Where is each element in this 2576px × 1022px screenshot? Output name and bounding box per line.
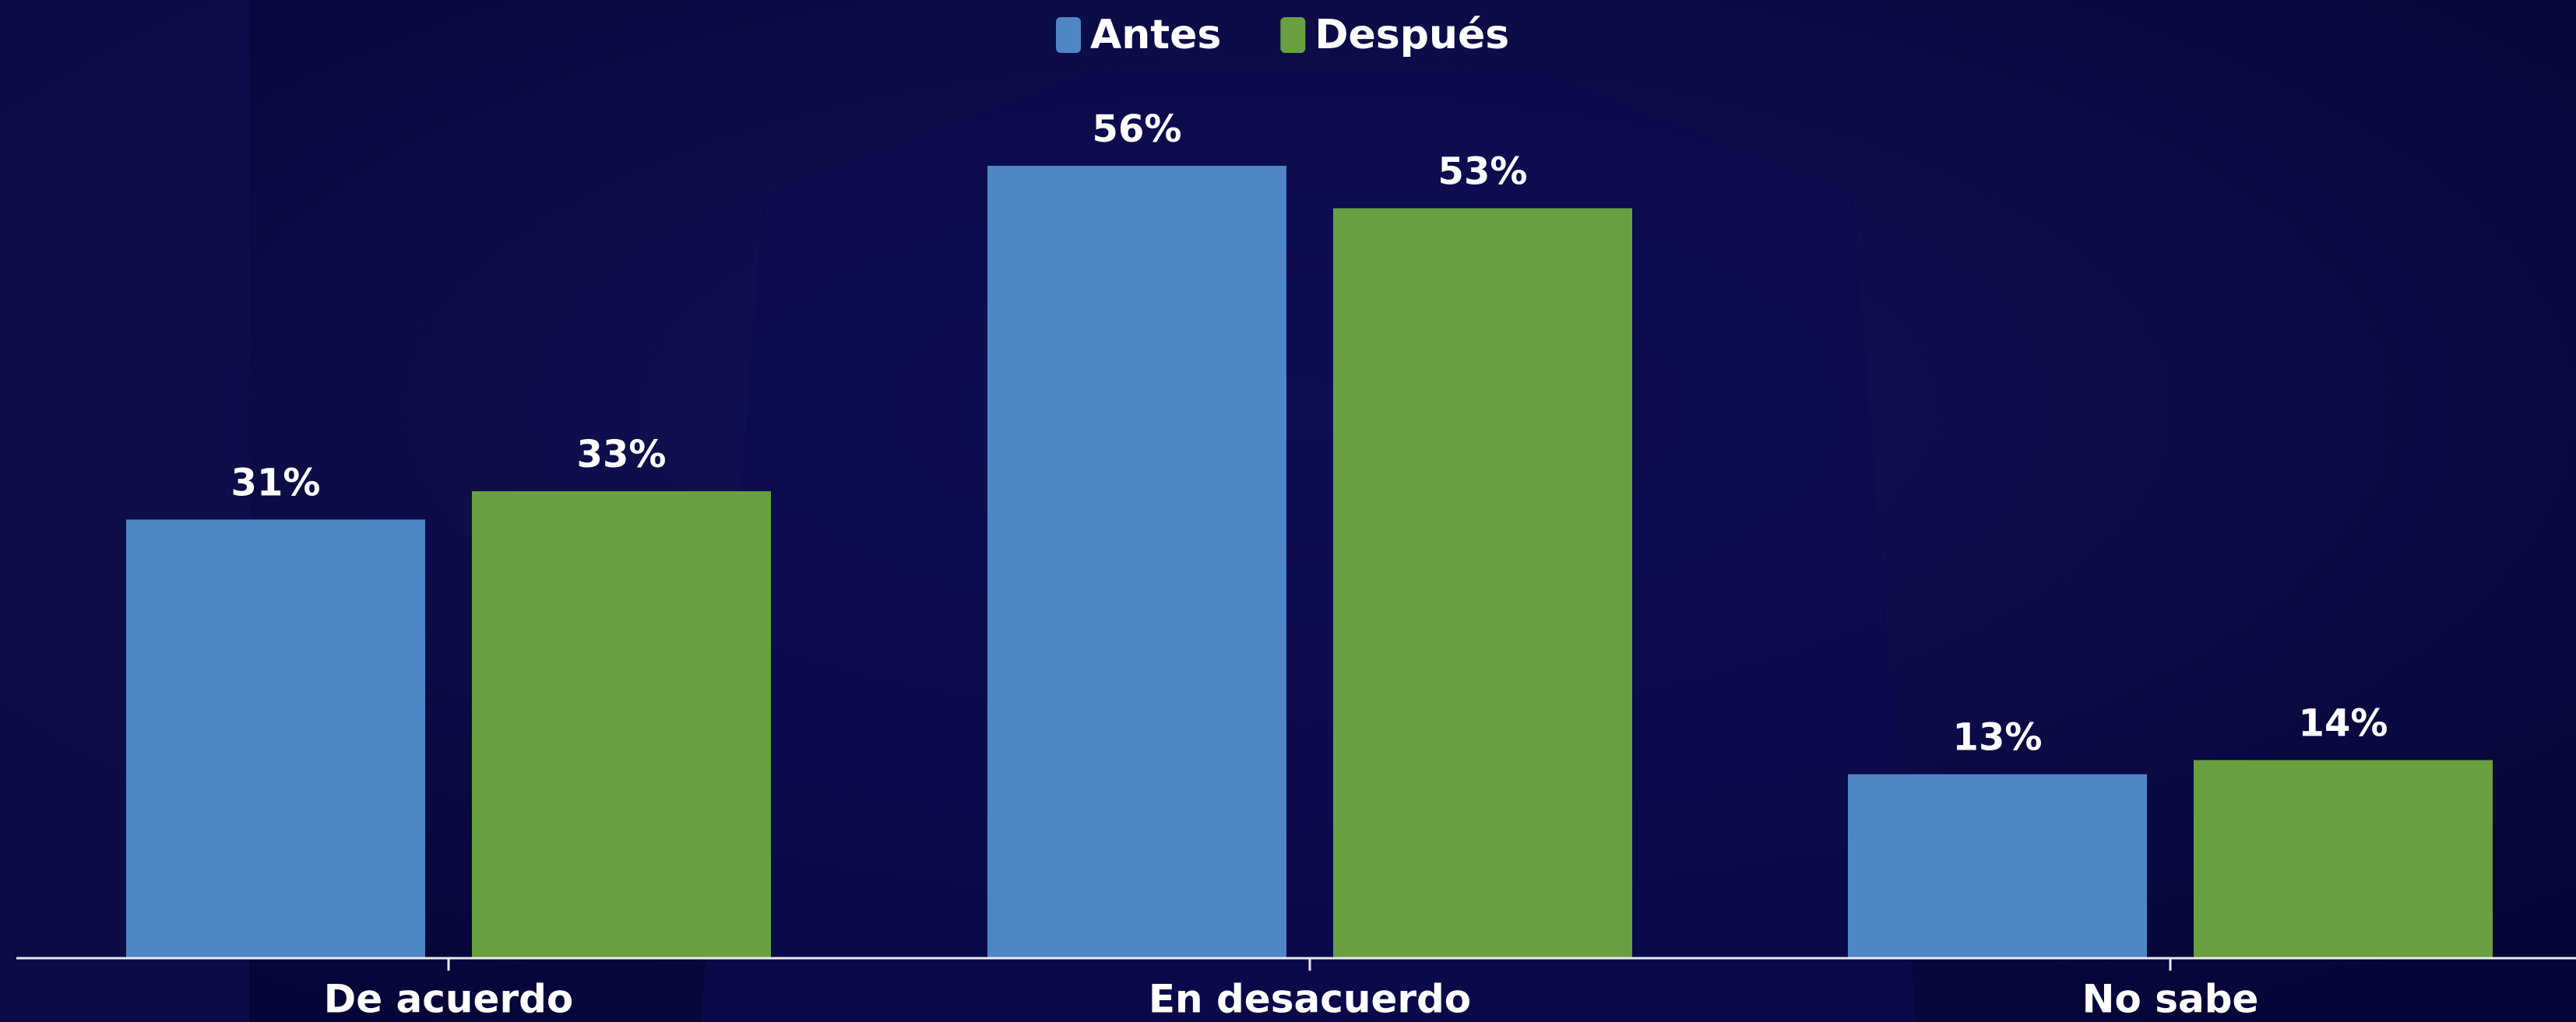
legend-swatch	[1280, 17, 1306, 53]
data-label: 33%	[577, 433, 667, 476]
legend-swatch	[1056, 17, 1081, 53]
bar	[987, 166, 1286, 958]
bar	[1848, 774, 2147, 958]
data-label: 31%	[231, 461, 321, 504]
legend-label: Después	[1314, 12, 1509, 58]
x-tick-label: De acuerdo	[324, 977, 574, 1022]
bar	[1333, 208, 1632, 958]
bar	[126, 519, 425, 958]
legend-label: Antes	[1090, 12, 1221, 58]
data-label: 13%	[1953, 716, 2043, 760]
data-label: 14%	[2299, 702, 2388, 746]
data-label: 53%	[1438, 150, 1528, 194]
bar	[2194, 760, 2493, 958]
x-tick-label: No sabe	[2082, 977, 2259, 1022]
background-figure	[701, 70, 1916, 1022]
x-tick-label: En desacuerdo	[1149, 977, 1471, 1022]
bar	[472, 491, 771, 958]
data-label: 56%	[1093, 107, 1182, 151]
